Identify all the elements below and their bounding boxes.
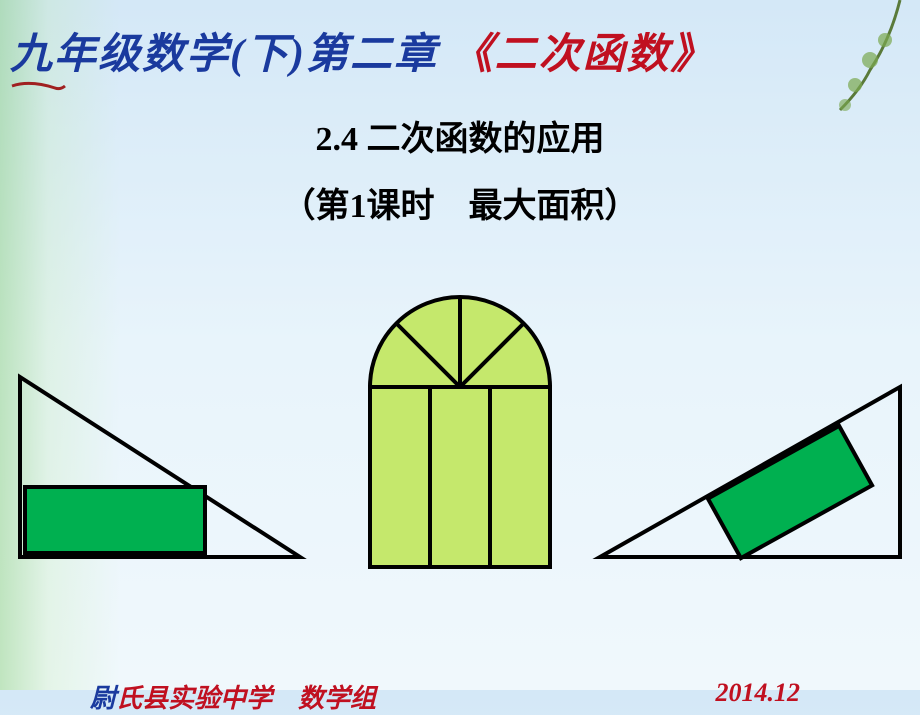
figure-right-triangle: [600, 387, 900, 558]
figure-left-triangle: [20, 377, 300, 557]
school-rest: 氏县实验中学 数学组: [116, 684, 376, 713]
lesson-title: （第1课时 最大面积）: [0, 178, 920, 227]
section-number: 2.4 二次函数的应用: [0, 111, 920, 160]
title-underline: [10, 78, 70, 98]
figure-window: [370, 297, 550, 567]
school-first-char: 尉: [90, 684, 116, 713]
title-prefix: 九年级数学(下)第二章: [10, 32, 438, 78]
figures-area: [0, 257, 920, 587]
slide-content: 九年级数学(下)第二章 《二次函数》 2.4 二次函数的应用 （第1课时 最大面…: [0, 0, 920, 587]
figures-svg: [0, 257, 920, 587]
main-title: 九年级数学(下)第二章 《二次函数》: [0, 0, 920, 81]
footer-date: 2014.12: [716, 678, 801, 708]
title-quote: 《二次函数》: [450, 32, 714, 78]
school-name: 尉氏县实验中学 数学组: [90, 678, 376, 715]
